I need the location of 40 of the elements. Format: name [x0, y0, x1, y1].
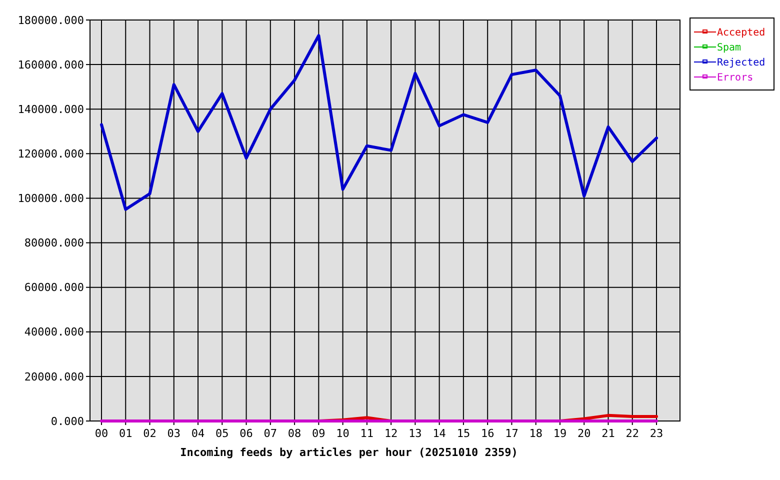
x-tick-label: 01 [119, 427, 132, 440]
x-tick-label: 09 [312, 427, 326, 440]
legend-label: Accepted [717, 28, 766, 38]
x-tick-label: 12 [384, 427, 398, 440]
legend-label: Rejected [717, 58, 766, 68]
x-tick-label: 04 [191, 427, 206, 440]
x-tick-label: 15 [456, 427, 470, 440]
y-tick-label: 0.000 [50, 414, 84, 428]
y-tick-label: 40000.000 [24, 326, 84, 339]
x-tick-label: 08 [288, 427, 302, 440]
x-tick-label: 03 [167, 427, 181, 440]
x-tick-label: 21 [602, 427, 615, 440]
x-tick-label: 07 [264, 427, 278, 440]
x-tick-label: 22 [626, 427, 639, 440]
x-tick-label: 19 [553, 427, 567, 440]
y-tick-label: 140000.000 [18, 102, 84, 116]
y-tick-label: 120000.000 [18, 148, 84, 161]
x-tick-label: 17 [505, 427, 518, 440]
x-tick-label: 16 [480, 427, 494, 440]
y-tick-label: 80000.000 [24, 236, 84, 250]
y-tick-label: 160000.000 [18, 58, 84, 72]
x-tick-label: 00 [94, 427, 108, 440]
legend-label: Spam [717, 42, 742, 54]
x-axis-title: Incoming feeds by articles per hour (20251010 2359) [180, 446, 518, 459]
x-tick-label: 13 [408, 427, 422, 440]
x-tick-label: 05 [216, 427, 229, 440]
y-tick-label: 100000.000 [18, 192, 84, 206]
x-tick-label: 02 [143, 427, 156, 440]
y-tick-label: 60000.000 [24, 281, 84, 294]
legend-label: Errors [717, 72, 754, 84]
x-tick-label: 23 [650, 427, 664, 440]
x-tick-label: 18 [529, 427, 542, 440]
x-tick-label: 10 [336, 427, 350, 440]
y-tick-label: 180000.000 [18, 14, 84, 27]
x-tick-label: 14 [432, 427, 446, 440]
line-series [100, 34, 658, 211]
x-tick-label: 06 [240, 427, 253, 440]
y-tick-label: 20000.000 [24, 370, 84, 384]
x-tick-label: 11 [360, 427, 374, 440]
x-tick-label: 20 [577, 427, 591, 440]
